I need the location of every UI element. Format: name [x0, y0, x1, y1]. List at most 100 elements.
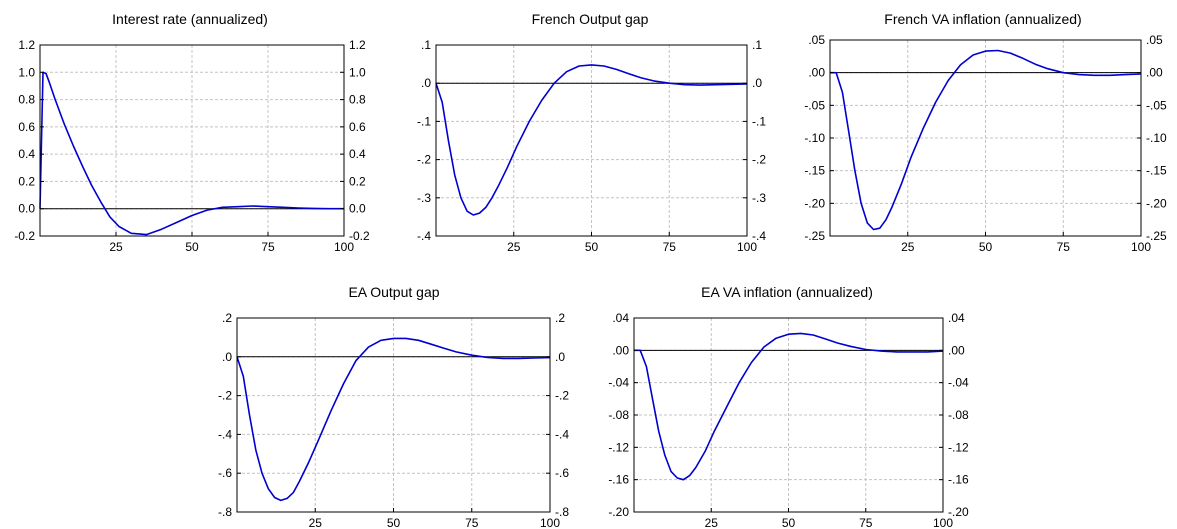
panel-title: EA VA inflation (annualized)	[701, 284, 873, 300]
x-tick-label: 25	[901, 240, 915, 254]
y-tick-label-right: -.4	[752, 229, 766, 243]
y-tick-label-right: -.25	[1146, 229, 1167, 243]
y-tick-label-right: 1.0	[349, 65, 366, 79]
y-tick-label-right: -.10	[1146, 131, 1167, 145]
y-tick-label-right: 0.4	[349, 147, 366, 161]
y-tick-label-left: -.4	[218, 427, 232, 441]
y-tick-label-left: .00	[808, 66, 825, 80]
series-line	[236, 337, 551, 502]
y-tick-label-right: .2	[555, 311, 565, 325]
y-tick-label-right: -.08	[948, 408, 969, 422]
series-line	[39, 71, 344, 236]
y-tick-label-left: -.3	[417, 191, 431, 205]
panel-title: Interest rate (annualized)	[112, 11, 268, 27]
y-tick-label-left: 0.2	[18, 174, 35, 188]
y-tick-label-right: -.2	[752, 153, 766, 167]
y-tick-label-right: .04	[948, 311, 965, 325]
y-tick-label-left: -.15	[804, 164, 825, 178]
x-tick-label: 25	[309, 516, 323, 529]
y-tick-label-right: -.1	[752, 114, 766, 128]
panel-title: French VA inflation (annualized)	[884, 11, 1081, 27]
y-tick-label-left: .2	[222, 311, 232, 325]
y-tick-label-left: -.16	[608, 473, 629, 487]
gridlines	[634, 318, 943, 512]
y-tick-label-left: -.10	[804, 131, 825, 145]
gridlines	[830, 40, 1141, 236]
tick-marks: 25 50 75 100-.20 -.20-.16 -.16-.12 -.12-.08 -.0…	[608, 311, 969, 529]
y-tick-label-right: .05	[1146, 33, 1163, 47]
x-tick-label: 50	[387, 516, 401, 529]
y-tick-label-left: -.2	[417, 153, 431, 167]
y-tick-label-left: .0	[222, 350, 232, 364]
panel-title: EA Output gap	[348, 284, 439, 300]
panel-ea-output-gap: EA Output gap 25 50 75 100-.8 -.8-.6 -.6-.4 -.…	[218, 284, 569, 529]
x-tick-label: 100	[1131, 240, 1151, 254]
y-tick-label-right: 1.2	[349, 38, 366, 52]
y-tick-label-right: -.6	[555, 466, 569, 480]
y-tick-label-left: 1.0	[18, 65, 35, 79]
x-tick-label: 50	[782, 516, 796, 529]
y-tick-label-left: -.05	[804, 98, 825, 112]
y-tick-label-right: .1	[752, 38, 762, 52]
panel-title: French Output gap	[532, 11, 649, 27]
x-tick-label: 50	[979, 240, 993, 254]
y-tick-label-left: -.2	[218, 389, 232, 403]
x-tick-label: 75	[1057, 240, 1071, 254]
y-tick-label-right: .00	[948, 343, 965, 357]
y-tick-label-right: -.3	[752, 191, 766, 205]
y-tick-label-right: -.05	[1146, 98, 1167, 112]
panel-french-output-gap: French Output gap 25 50 75 100-.4 -.4-.3 -.3-…	[417, 11, 766, 254]
y-tick-label-left: .05	[808, 33, 825, 47]
x-tick-label: 100	[334, 240, 354, 254]
y-tick-label-left: -.04	[608, 376, 629, 390]
y-tick-label-left: -.6	[218, 466, 232, 480]
x-tick-label: 50	[185, 240, 199, 254]
y-tick-label-left: -.4	[417, 229, 431, 243]
y-tick-label-left: -.08	[608, 408, 629, 422]
x-tick-label: 100	[933, 516, 953, 529]
y-tick-label-left: -.8	[218, 505, 232, 519]
y-tick-label-right: -.20	[1146, 196, 1167, 210]
y-tick-label-left: -.25	[804, 229, 825, 243]
x-tick-label: 75	[261, 240, 275, 254]
y-tick-label-left: 0.4	[18, 147, 35, 161]
x-tick-label: 100	[540, 516, 560, 529]
x-tick-label: 25	[705, 516, 719, 529]
y-tick-label-right: 0.8	[349, 93, 366, 107]
y-tick-label-right: 0.2	[349, 174, 366, 188]
y-tick-label-right: -.8	[555, 505, 569, 519]
tick-marks: 25 50 75 100-.25 -.25-.20 -.20-.15 -.15-.10 -.1…	[804, 33, 1167, 254]
y-tick-label-right: 0.6	[349, 120, 366, 134]
y-tick-label-left: -.20	[608, 505, 629, 519]
y-tick-label-left: .04	[612, 311, 629, 325]
tick-marks: 25 50 75 100-0.2 -0.20.0 0.00.2 0.20.4 0.40.6 0.…	[14, 38, 370, 254]
series-line	[435, 64, 748, 216]
y-tick-label-left: -.20	[804, 196, 825, 210]
y-tick-label-right: -.4	[555, 427, 569, 441]
y-tick-label-right: .0	[555, 350, 565, 364]
y-tick-label-right: -.20	[948, 505, 969, 519]
y-tick-label-right: .0	[752, 76, 762, 90]
y-tick-label-left: -0.2	[14, 229, 35, 243]
y-tick-label-right: -.16	[948, 473, 969, 487]
x-tick-label: 100	[737, 240, 757, 254]
x-tick-label: 75	[859, 516, 873, 529]
x-tick-label: 25	[109, 240, 123, 254]
y-tick-label-left: -.12	[608, 440, 629, 454]
y-tick-label-right: -0.2	[349, 229, 370, 243]
x-tick-label: 50	[585, 240, 599, 254]
y-tick-label-left: 0.6	[18, 120, 35, 134]
panel-ea-va-inflation: EA VA inflation (annualized) 25 50 75 100-.…	[608, 284, 969, 529]
y-tick-label-right: 0.0	[349, 202, 366, 216]
series-line	[634, 332, 944, 481]
y-tick-label-left: 0.0	[18, 202, 35, 216]
x-tick-label: 75	[465, 516, 479, 529]
y-tick-label-left: .00	[612, 343, 629, 357]
y-tick-label-left: 1.2	[18, 38, 35, 52]
y-tick-label-right: -.15	[1146, 164, 1167, 178]
gridlines	[436, 45, 747, 236]
y-tick-label-left: .1	[421, 38, 431, 52]
tick-marks: 25 50 75 100-.8 -.8-.6 -.6-.4 -.4-.2 -.2.0.0.2.…	[218, 311, 569, 529]
y-tick-label-left: .0	[421, 76, 431, 90]
